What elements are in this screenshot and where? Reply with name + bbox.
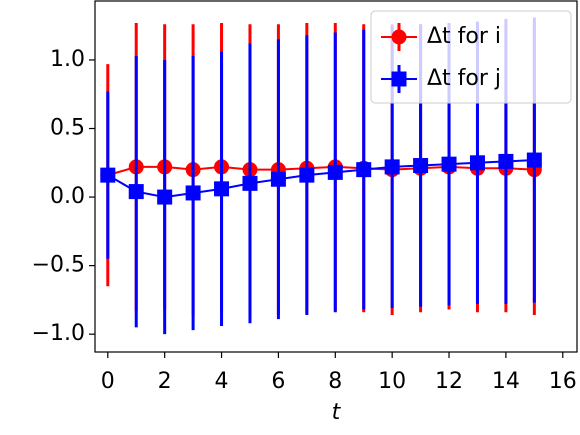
y-tick-label: −0.5 (32, 253, 85, 278)
x-tick-label: 8 (328, 369, 342, 394)
x-tick-label: 14 (492, 369, 520, 394)
x-tick-label: 6 (271, 369, 285, 394)
x-tick-label: 10 (378, 369, 406, 394)
marker (384, 159, 400, 175)
legend-marker (391, 29, 407, 45)
y-tick-label: 0.5 (50, 116, 85, 141)
marker (441, 156, 457, 172)
legend-label: Δt for j (427, 66, 501, 91)
marker (469, 155, 485, 171)
x-tick-label: 12 (435, 369, 463, 394)
marker (242, 175, 258, 191)
legend-label: Δt for i (427, 24, 501, 49)
marker (413, 158, 429, 174)
marker (214, 181, 230, 197)
x-tick-label: 4 (215, 369, 229, 394)
marker (356, 162, 372, 178)
series-line (107, 165, 535, 177)
series-line (107, 159, 535, 199)
x-tick-label: 2 (158, 369, 172, 394)
marker (270, 171, 286, 187)
x-tick-label: 16 (549, 369, 577, 394)
legend-marker (391, 71, 407, 87)
y-tick-label: 1.0 (50, 47, 85, 72)
marker (128, 184, 144, 200)
marker (100, 167, 116, 183)
marker (185, 185, 201, 201)
marker (157, 189, 173, 205)
x-axis-label: t (332, 400, 342, 425)
marker (299, 167, 315, 183)
legend-box (370, 10, 572, 104)
y-tick-label: −1.0 (32, 321, 85, 346)
marker (327, 164, 343, 180)
marker (498, 153, 514, 169)
plot-frame (94, 0, 578, 353)
y-tick-label: 0.0 (50, 184, 85, 209)
marker (526, 152, 542, 168)
x-tick-label: 0 (101, 369, 115, 394)
